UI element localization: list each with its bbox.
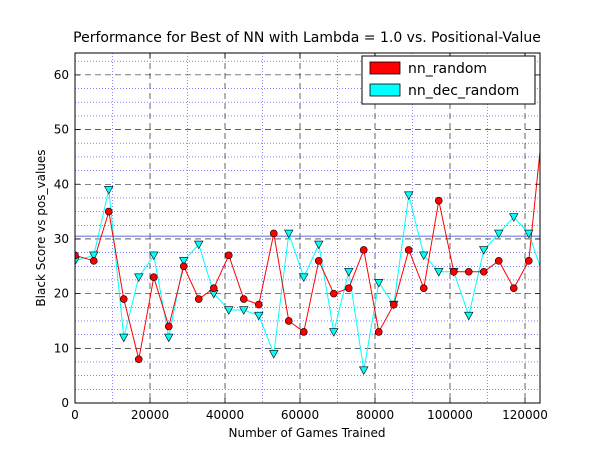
series-layer: [75, 151, 540, 376]
y-tick-label: 40: [54, 177, 69, 191]
point-nn-random: [89, 257, 98, 265]
point-nn-dec-random: [119, 333, 129, 343]
y-tick-label: 0: [61, 396, 69, 410]
x-tick-label: 0: [71, 408, 79, 422]
point-nn-random: [164, 322, 173, 331]
point-nn-dec-random: [434, 268, 444, 277]
point-nn-random: [104, 207, 113, 216]
point-nn-dec-random: [134, 273, 144, 283]
x-tick-label: 100000: [427, 408, 473, 422]
point-nn-random: [134, 355, 143, 364]
point-nn-dec-random: [299, 273, 309, 283]
y-tick-label: 10: [54, 341, 69, 355]
series-line-nn-random: [75, 151, 540, 360]
point-nn-dec-random: [404, 191, 414, 201]
y-tick-label: 20: [54, 287, 69, 301]
point-nn-random: [374, 328, 383, 336]
point-nn-random: [434, 196, 443, 205]
point-nn-dec-random: [224, 306, 234, 315]
y-tick-label: 30: [54, 232, 69, 246]
series-clip-group: [75, 151, 540, 376]
x-tick-label: 120000: [502, 408, 548, 422]
point-nn-random: [329, 289, 338, 298]
point-nn-random: [299, 328, 308, 336]
legend-swatch-nn-dec-random: [369, 83, 401, 97]
legend-swatch-nn-random: [369, 61, 401, 75]
point-nn-dec-random: [464, 311, 474, 321]
point-nn-random: [209, 284, 218, 292]
point-nn-dec-random: [194, 240, 204, 250]
x-tick-label: 20000: [131, 408, 169, 422]
point-nn-random: [419, 284, 428, 292]
y-tick-label: 50: [54, 123, 69, 137]
point-nn-dec-random: [494, 229, 504, 239]
x-tick-label: 40000: [206, 408, 244, 422]
point-nn-random: [509, 284, 518, 292]
point-nn-random: [404, 246, 413, 254]
grid-lines: [75, 53, 540, 403]
point-nn-dec-random: [284, 229, 294, 239]
axis-ticks: 0 20000 40000 60000 80000 100000 120000 0 10 20 30…: [54, 53, 548, 422]
point-nn-random: [479, 267, 488, 276]
point-nn-dec-random: [75, 257, 80, 266]
point-nn-dec-random: [374, 279, 384, 288]
point-nn-dec-random: [479, 246, 489, 255]
point-nn-random: [389, 300, 398, 309]
point-nn-random: [284, 317, 293, 325]
point-nn-random: [194, 295, 203, 303]
point-nn-dec-random: [419, 251, 429, 261]
point-nn-dec-random: [269, 350, 279, 359]
point-nn-dec-random: [179, 257, 189, 266]
point-nn-random: [149, 273, 158, 282]
point-nn-random: [239, 295, 248, 303]
point-nn-random: [314, 257, 323, 265]
x-axis-label: Number of Games Trained: [229, 426, 386, 440]
legend-label-nn-random: nn_random: [408, 61, 487, 77]
legend-label-nn-dec-random: nn_dec_random: [408, 83, 519, 99]
point-nn-random: [524, 257, 533, 265]
point-nn-dec-random: [329, 328, 339, 337]
plot-frame: [74, 52, 541, 404]
point-nn-dec-random: [164, 333, 174, 343]
point-nn-random: [75, 251, 79, 260]
series-line-nn-dec-random: [75, 189, 540, 371]
point-nn-dec-random: [314, 240, 324, 250]
point-nn-dec-random: [524, 229, 534, 239]
point-nn-dec-random: [509, 213, 519, 222]
chart-title: Performance for Best of NN with Lambda =…: [73, 30, 541, 46]
point-nn-random: [464, 267, 473, 276]
point-nn-random: [344, 284, 353, 292]
point-nn-random: [494, 257, 503, 265]
point-nn-dec-random: [149, 251, 159, 261]
legend: nn_random nn_dec_random: [361, 55, 536, 105]
y-tick-label: 60: [54, 68, 69, 82]
point-nn-dec-random: [254, 311, 264, 321]
point-nn-random: [254, 300, 263, 309]
point-nn-random: [269, 229, 278, 238]
point-nn-random: [179, 262, 188, 271]
point-nn-random: [359, 246, 368, 254]
x-tick-label: 60000: [281, 408, 319, 422]
point-nn-dec-random: [344, 268, 354, 277]
point-nn-random: [119, 295, 128, 303]
point-nn-dec-random: [104, 186, 114, 195]
point-nn-random: [224, 251, 233, 260]
point-nn-dec-random: [359, 366, 369, 376]
point-nn-random: [449, 267, 458, 276]
point-nn-dec-random: [239, 306, 249, 315]
x-tick-label: 80000: [356, 408, 394, 422]
point-nn-dec-random: [89, 251, 99, 261]
y-axis-label: Black Score vs pos_values: [34, 149, 48, 306]
